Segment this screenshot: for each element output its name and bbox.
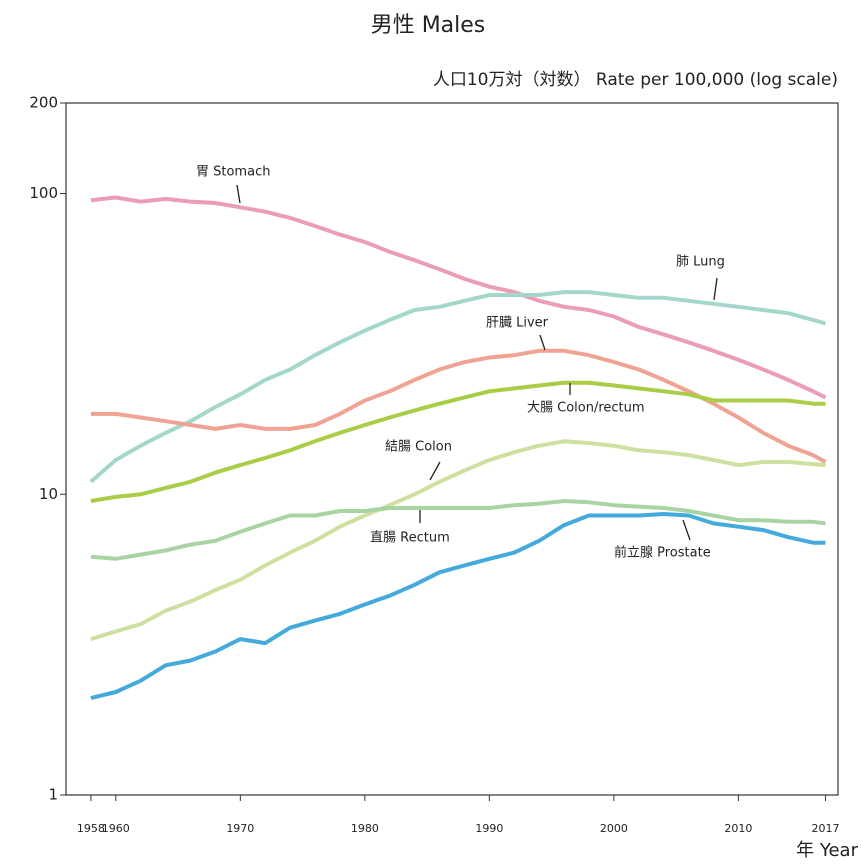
series-line: [90, 380, 826, 503]
series-line: [90, 499, 826, 561]
series-line: [90, 512, 826, 701]
series-line: [90, 439, 826, 642]
x-tick-label: 1958: [77, 822, 105, 835]
series-label: 肝臓 Liver: [486, 316, 549, 331]
leader-line: [682, 519, 691, 541]
chart-title: 男性 Males: [371, 13, 486, 38]
x-tick-label: 2000: [600, 822, 628, 835]
plot-frame: [65, 102, 839, 796]
series-label: 結腸 Colon: [385, 440, 452, 455]
y-tick-label: 100: [29, 184, 58, 202]
x-axis-label: 年 Year: [796, 840, 858, 861]
x-tick-label: 2010: [724, 822, 752, 835]
leader-line: [713, 277, 718, 301]
series-label: 前立腺 Prostate: [614, 545, 711, 561]
series-label: 肺 Lung: [676, 255, 725, 270]
series-label: 大腸 Colon/rectum: [527, 401, 645, 416]
x-tick-label: 2017: [812, 822, 840, 835]
series-line: [89, 290, 827, 484]
y-axis-label: 人口10万対（対数） Rate per 100,000 (log scale): [433, 70, 838, 90]
y-tick-label: 1: [48, 786, 58, 804]
x-tick-label: 1960: [102, 822, 130, 835]
x-tick-label: 1970: [226, 822, 254, 835]
x-tick-label: 1990: [475, 822, 503, 835]
series-line: [90, 195, 827, 400]
leader-line: [429, 461, 441, 481]
series-label: 胃 Stomach: [196, 165, 270, 180]
leader-line: [539, 334, 546, 351]
series-label: 直腸 Rectum: [370, 531, 450, 546]
x-tick-label: 1980: [351, 822, 379, 835]
y-tick-label: 10: [39, 485, 58, 503]
leader-line: [236, 184, 241, 204]
y-tick-label: 200: [29, 94, 58, 112]
series-line: [90, 348, 827, 464]
